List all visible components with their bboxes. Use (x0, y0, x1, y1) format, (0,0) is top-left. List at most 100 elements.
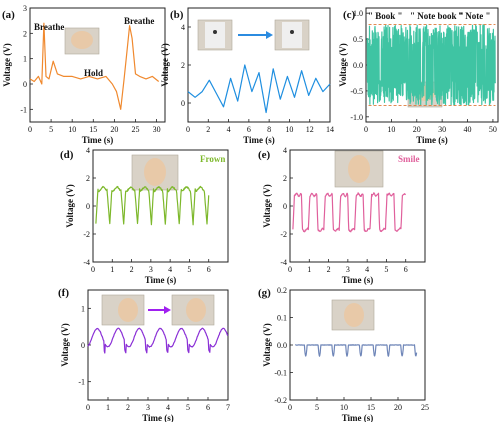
panel-letter: (a) (2, 9, 15, 21)
x-tick-label: 5 (49, 125, 53, 134)
x-tick-label: 15 (367, 403, 375, 412)
x-axis-label: Time (s) (342, 413, 374, 422)
y-tick-label: -4 (280, 258, 287, 267)
y-axis-label: Voltage (V) (160, 43, 170, 86)
x-tick-label: 0 (91, 265, 95, 274)
y-tick-label: 2 (181, 61, 185, 70)
x-axis-label: Time (s) (82, 135, 114, 145)
x-tick-label: 50 (489, 125, 497, 134)
y-tick-label: 4 (181, 23, 185, 32)
x-axis-label: Time (s) (342, 275, 374, 285)
y-tick-label: 0.2 (277, 286, 287, 295)
x-tick-label: 4 (227, 125, 231, 134)
x-tick-label: 5 (384, 265, 388, 274)
x-tick-label: 15 (89, 125, 97, 134)
y-tick-label: 1.0 (353, 9, 363, 18)
x-tick-label: 6 (207, 265, 211, 274)
x-tick-label: 4 (166, 403, 170, 412)
y-tick-label: 0 (23, 80, 27, 89)
photo-insets (64, 19, 443, 331)
y-tick-label: -0.5 (350, 87, 363, 96)
x-tick-label: 4 (168, 265, 172, 274)
y-tick-label: 0 (81, 341, 85, 350)
x-tick-label: 6 (247, 125, 251, 134)
photo-profile-g (331, 299, 375, 331)
series-line (29, 22, 160, 110)
series-label: Smile (398, 154, 420, 164)
x-tick-label: 0 (86, 403, 90, 412)
x-tick-label: 5 (315, 403, 319, 412)
y-tick-label: 2 (23, 29, 27, 38)
x-tick-label: 20 (413, 125, 421, 134)
x-tick-label: 6 (206, 403, 210, 412)
panel-letter: (c) (343, 9, 356, 21)
series-line (95, 185, 210, 226)
x-tick-label: 3 (149, 265, 153, 274)
y-tick-label: -1 (78, 378, 85, 387)
photo-profile-before-f (101, 294, 145, 326)
x-tick-label: 2 (126, 403, 130, 412)
x-tick-label: 0 (288, 265, 292, 274)
y-tick-label: -2 (280, 230, 287, 239)
x-axis-label: Time (s) (142, 413, 174, 422)
y-tick-label: 0 (283, 202, 287, 211)
y-axis-label: Voltage (V) (338, 43, 348, 86)
series-line (187, 64, 331, 114)
panel-letter: (e) (258, 149, 271, 161)
x-tick-label: 3 (146, 403, 150, 412)
x-tick-label: 12 (306, 125, 314, 134)
panel-letter: (f) (58, 287, 69, 299)
x-tick-label: 1 (110, 265, 114, 274)
y-tick-label: -1 (20, 105, 27, 114)
series-line (366, 24, 496, 106)
x-axis-label: Time (s) (243, 135, 275, 145)
y-tick-label: 2 (283, 174, 287, 183)
x-tick-label: 10 (285, 125, 293, 134)
x-tick-label: 20 (110, 125, 118, 134)
y-tick-label: 3 (23, 4, 27, 13)
y-axis-label: Voltage (V) (262, 323, 272, 366)
panel-letter: (d) (60, 149, 74, 161)
y-axis-label: Voltage (V) (60, 323, 70, 366)
x-tick-label: 1 (307, 265, 311, 274)
photo-after-b (274, 19, 310, 51)
x-tick-label: 40 (464, 125, 472, 134)
photo-throat-a (64, 27, 100, 55)
x-tick-label: 0 (28, 125, 32, 134)
chart-panel-6: (f) 0 1 2 3 4 5 6 7 -1 0 1 Time (s) Voltage (V) (58, 287, 230, 422)
x-tick-label: 20 (394, 403, 402, 412)
x-tick-label: 4 (365, 265, 369, 274)
arrow-f (148, 306, 171, 314)
y-tick-label: 0.0 (353, 61, 363, 70)
series-line (87, 327, 229, 354)
x-tick-label: 3 (346, 265, 350, 274)
y-tick-label: -1.0 (350, 113, 363, 122)
x-tick-label: 10 (340, 403, 348, 412)
y-tick-label: -0.1 (274, 369, 287, 378)
y-tick-label: 0 (86, 202, 90, 211)
chart-panel-7: (g) 0 5 10 15 20 25 -0.2 -0.1 0.0 0.1 0.2 Time (s) Vo… (258, 286, 429, 422)
y-tick-label: 4 (283, 146, 287, 155)
y-tick-label: 0.5 (353, 35, 363, 44)
x-tick-label: 6 (404, 265, 408, 274)
y-tick-label: 1 (81, 304, 85, 313)
x-tick-label: 10 (68, 125, 76, 134)
chart-panel-3: (c) 0 10 20 30 40 50 -1.0 -0.5 0.0 0.5 1.0 Time (s) V… (338, 7, 499, 145)
annotation: " Note " (458, 11, 490, 21)
x-tick-label: 25 (421, 403, 429, 412)
y-tick-label: -2 (83, 230, 90, 239)
y-axis-label: Voltage (V) (2, 43, 12, 86)
y-tick-label: 0 (181, 99, 185, 108)
x-tick-label: 0 (364, 125, 368, 134)
x-tick-label: 5 (186, 403, 190, 412)
x-tick-label: 30 (438, 125, 446, 134)
x-tick-label: 7 (226, 403, 230, 412)
y-tick-label: -4 (83, 258, 90, 267)
panel-letter: (g) (258, 287, 271, 299)
x-tick-label: 0 (288, 403, 292, 412)
y-tick-label: 1 (23, 55, 27, 64)
